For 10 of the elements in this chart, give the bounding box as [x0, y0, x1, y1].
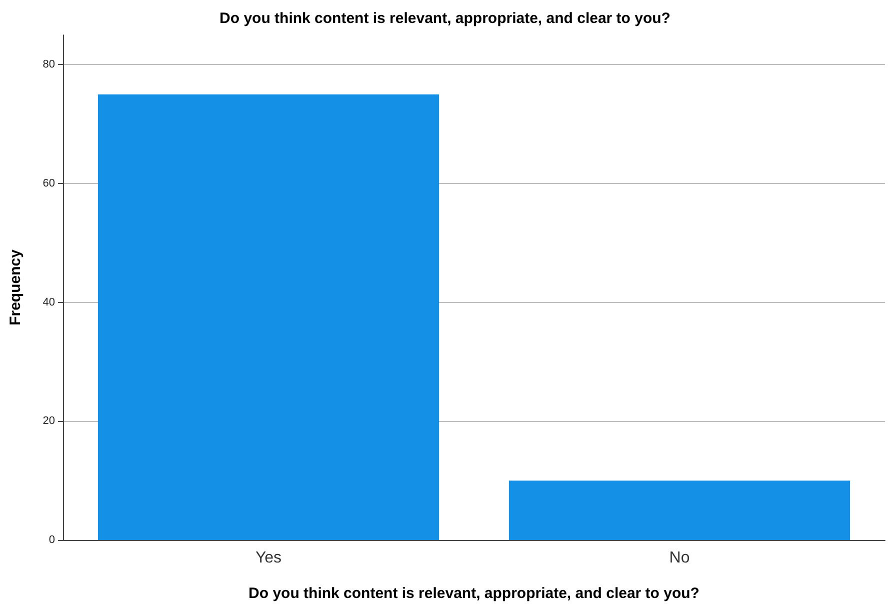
x-tick-label: No: [669, 550, 690, 566]
x-axis-title: Do you think content is relevant, appropriate, and clear to you?: [248, 585, 700, 602]
x-tick-label: Yes: [255, 550, 282, 566]
y-tick-label: 20: [42, 415, 55, 428]
y-tick-label: 80: [42, 58, 55, 71]
y-axis-title: Frequency: [7, 248, 24, 326]
y-tick-label: 60: [42, 178, 55, 190]
y-tick-label: 0: [48, 534, 55, 546]
y-tick-label: 40: [42, 296, 55, 308]
chart-title: Do you think content is relevant, appropriate, and clear to you?: [220, 10, 670, 27]
